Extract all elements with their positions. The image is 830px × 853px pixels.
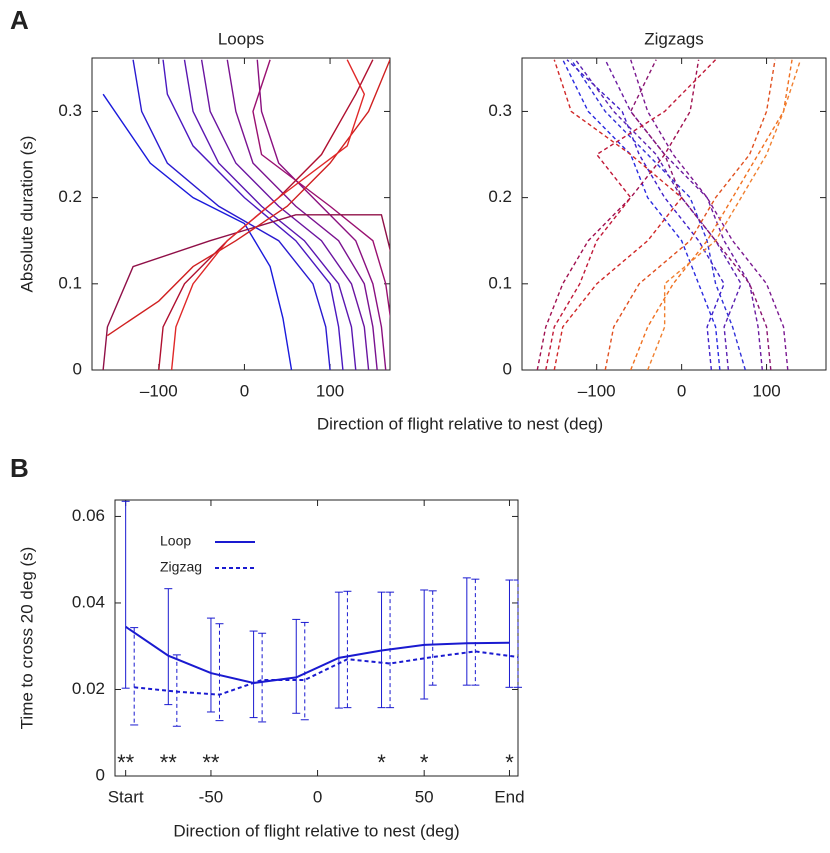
data-line (107, 59, 390, 337)
data-line (200, 59, 370, 370)
data-line (162, 59, 344, 370)
data-line (604, 59, 776, 370)
data-line (170, 59, 366, 370)
x-tick-label: 0 (313, 787, 322, 806)
data-line (256, 59, 387, 370)
data-line (630, 59, 793, 370)
legend-label: Loop (160, 533, 191, 549)
x-tick-label: 0 (240, 381, 249, 400)
x-tick-label: –100 (140, 381, 178, 400)
panel-label: B (10, 453, 29, 483)
data-line (183, 59, 357, 370)
significance-label: * (505, 750, 514, 775)
x-tick-label: 100 (752, 381, 780, 400)
plot-frame (91, 57, 391, 371)
data-line (252, 59, 390, 320)
data-line (604, 59, 764, 370)
y-tick-label: 0 (503, 359, 512, 378)
x-tick-label: 50 (415, 787, 434, 806)
plot-frame (521, 57, 827, 371)
data-line (102, 93, 293, 370)
y-tick-label: 0.1 (58, 273, 82, 292)
data-line (226, 59, 378, 370)
y-tick-label: 0.3 (58, 101, 82, 120)
data-line (647, 59, 802, 370)
chart-title: Zigzags (644, 29, 704, 48)
y-tick-label: 0.2 (488, 187, 512, 206)
panel-label: A (10, 5, 29, 35)
y-tick-label: 0.3 (488, 101, 512, 120)
data-line (570, 59, 747, 370)
x-tick-label: 0 (677, 381, 686, 400)
x-tick-label: -50 (199, 787, 224, 806)
x-axis-label: Direction of flight relative to nest (de… (173, 821, 459, 840)
data-line (134, 650, 518, 696)
significance-label: ** (117, 750, 135, 775)
x-tick-label: End (494, 787, 524, 806)
chart-title: Loops (218, 29, 264, 48)
data-line (630, 59, 789, 370)
x-tick-label: –100 (578, 381, 616, 400)
y-tick-label: 0 (73, 359, 82, 378)
y-tick-label: 0.06 (72, 506, 105, 525)
y-axis-label: Absolute duration (s) (17, 136, 36, 293)
data-line (553, 59, 683, 370)
y-tick-label: 0.04 (72, 592, 105, 611)
significance-label: ** (160, 750, 178, 775)
x-tick-label: 100 (316, 381, 344, 400)
y-tick-label: 0.02 (72, 679, 105, 698)
x-axis-label: Direction of flight relative to nest (de… (317, 414, 603, 433)
data-line (536, 59, 700, 370)
legend-label: Zigzag (160, 559, 202, 575)
y-tick-label: 0.1 (488, 273, 512, 292)
x-tick-label: Start (108, 787, 144, 806)
y-tick-label: 0 (96, 765, 105, 784)
data-line (125, 625, 510, 685)
data-line (566, 59, 725, 370)
data-line (545, 59, 717, 370)
significance-label: ** (202, 750, 220, 775)
data-line (629, 59, 772, 370)
significance-label: * (420, 750, 429, 775)
y-tick-label: 0.2 (58, 187, 82, 206)
data-line (574, 59, 742, 370)
data-line (102, 214, 390, 370)
y-axis-label: Time to cross 20 deg (s) (17, 547, 36, 730)
significance-label: * (377, 750, 386, 775)
